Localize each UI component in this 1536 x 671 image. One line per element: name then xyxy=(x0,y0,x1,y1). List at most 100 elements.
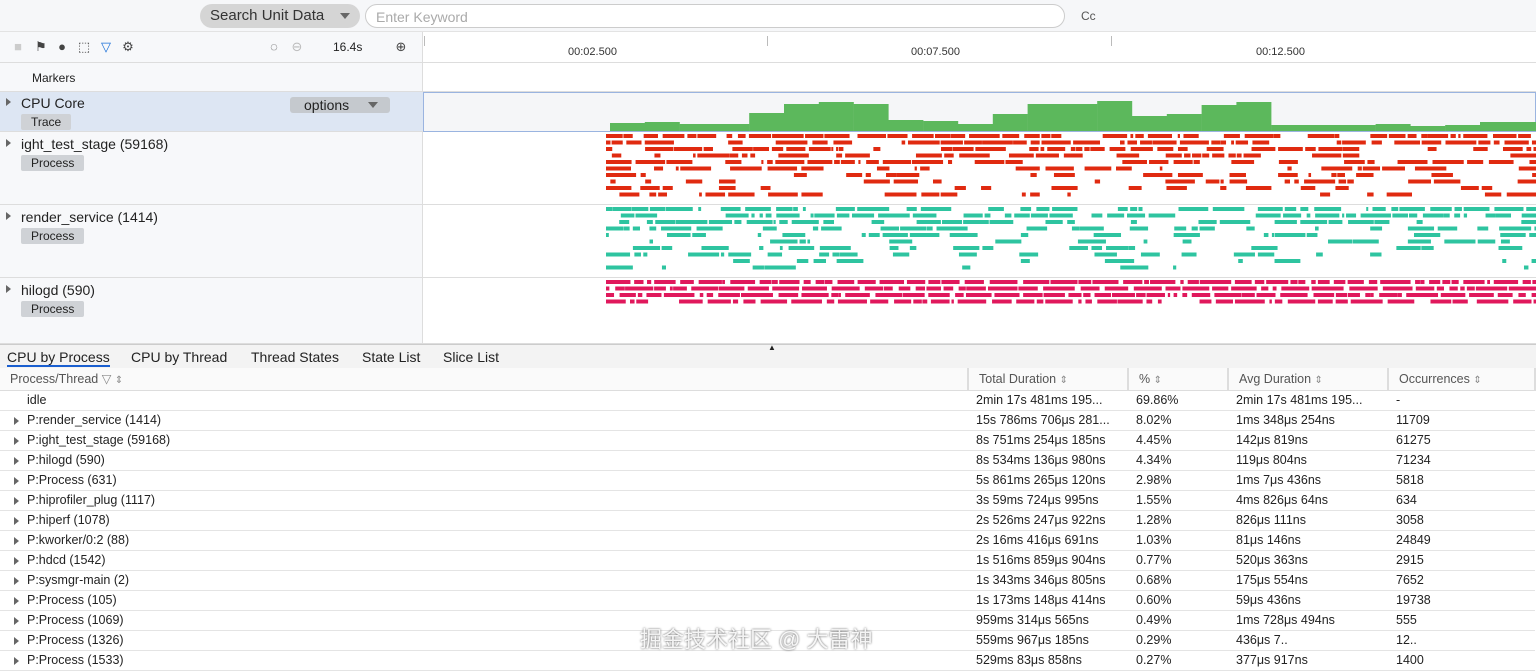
slice[interactable] xyxy=(1283,213,1302,218)
expand-icon[interactable] xyxy=(14,636,23,645)
slice[interactable] xyxy=(1050,280,1078,284)
slice[interactable] xyxy=(911,160,944,164)
slice[interactable] xyxy=(1241,293,1255,297)
slice[interactable] xyxy=(889,239,913,244)
slice[interactable] xyxy=(836,213,850,218)
slice[interactable] xyxy=(963,220,989,224)
slice[interactable] xyxy=(636,299,649,304)
slice[interactable] xyxy=(696,226,723,231)
slice[interactable] xyxy=(1233,252,1255,257)
slice[interactable] xyxy=(793,207,798,211)
slice[interactable] xyxy=(943,286,954,291)
slice[interactable] xyxy=(791,220,819,224)
globe-icon[interactable]: ● xyxy=(58,39,66,54)
slice[interactable] xyxy=(835,207,855,211)
slice[interactable] xyxy=(1029,147,1039,151)
slice[interactable] xyxy=(995,239,1022,244)
slice[interactable] xyxy=(1529,233,1536,237)
slice[interactable] xyxy=(732,147,753,151)
slice[interactable] xyxy=(1051,186,1078,190)
slice[interactable] xyxy=(906,280,926,284)
slice[interactable] xyxy=(915,286,926,291)
slice[interactable] xyxy=(949,233,978,237)
table-row[interactable]: P:hiperf (1078) 2s 526ms 247μs 922ns 1.28%… xyxy=(0,510,1535,531)
table-row[interactable]: P:Process (105) 1s 173ms 148μs 414ns 0.60%… xyxy=(0,590,1535,611)
slice[interactable] xyxy=(1236,153,1242,158)
keyword-input[interactable]: Enter Keyword xyxy=(365,4,1065,28)
slice[interactable] xyxy=(679,299,703,304)
slice[interactable] xyxy=(1414,166,1447,171)
time-ruler[interactable] xyxy=(423,32,1536,63)
slice[interactable] xyxy=(1092,280,1119,284)
slice[interactable] xyxy=(1321,166,1353,171)
table-row[interactable]: P:hiprofiler_plug (1117) 3s 59ms 724μs 99… xyxy=(0,490,1535,511)
slice[interactable] xyxy=(1500,239,1510,244)
slice[interactable] xyxy=(926,286,941,291)
slice[interactable] xyxy=(1211,140,1221,145)
slice[interactable] xyxy=(1157,299,1162,304)
slice[interactable] xyxy=(634,280,644,284)
slice[interactable] xyxy=(606,147,613,151)
slice[interactable] xyxy=(1312,153,1342,158)
slice[interactable] xyxy=(654,280,676,284)
slice[interactable] xyxy=(907,140,940,145)
slice[interactable] xyxy=(950,134,966,138)
slice[interactable] xyxy=(765,213,772,218)
slice[interactable] xyxy=(875,293,903,297)
slice[interactable] xyxy=(1020,259,1030,263)
slice[interactable] xyxy=(718,286,745,291)
slice[interactable] xyxy=(791,299,822,304)
slice[interactable] xyxy=(675,220,708,224)
slice[interactable] xyxy=(691,286,719,291)
slice[interactable] xyxy=(914,166,917,171)
slice[interactable] xyxy=(707,299,731,304)
slice[interactable] xyxy=(1344,160,1365,164)
slice[interactable] xyxy=(1220,140,1227,145)
slice[interactable] xyxy=(930,299,950,304)
expand-icon[interactable] xyxy=(14,576,23,585)
cpu-usage-bar[interactable] xyxy=(1097,101,1133,131)
slice[interactable] xyxy=(871,220,885,224)
table-row[interactable]: P:Process (631) 5s 861ms 265μs 120ns 2.98%… xyxy=(0,470,1535,491)
slice[interactable] xyxy=(760,186,771,190)
expand-icon[interactable] xyxy=(14,556,23,565)
slice[interactable] xyxy=(987,286,1018,291)
slice[interactable] xyxy=(1463,134,1488,138)
slice[interactable] xyxy=(1078,280,1092,284)
cpu-usage-bar[interactable] xyxy=(1445,125,1481,131)
slice[interactable] xyxy=(764,265,796,270)
slice[interactable] xyxy=(782,233,806,237)
slice[interactable] xyxy=(1397,160,1428,164)
slice[interactable] xyxy=(812,226,819,231)
slice[interactable] xyxy=(688,252,720,257)
slice[interactable] xyxy=(1442,280,1451,284)
cpu-usage-bar[interactable] xyxy=(714,124,750,131)
table-row[interactable]: idle 2min 17s 481ms 195... 69.86% 2min 17s … xyxy=(0,390,1535,411)
slice[interactable] xyxy=(1263,233,1269,237)
slice[interactable] xyxy=(1371,140,1382,145)
slice[interactable] xyxy=(1116,166,1132,171)
slice[interactable] xyxy=(1372,207,1386,211)
slice[interactable] xyxy=(1045,299,1073,304)
slice[interactable] xyxy=(606,299,626,304)
sort-icon[interactable]: ⇕ xyxy=(1153,374,1162,386)
slice[interactable] xyxy=(1140,140,1152,145)
slice[interactable] xyxy=(775,160,805,164)
cpu-usage-bar[interactable] xyxy=(818,102,854,131)
slice[interactable] xyxy=(1049,213,1073,218)
slice[interactable] xyxy=(1370,134,1388,138)
slice[interactable] xyxy=(940,147,953,151)
slice[interactable] xyxy=(837,299,867,304)
slice[interactable] xyxy=(647,280,652,284)
slice[interactable] xyxy=(759,213,763,218)
slice[interactable] xyxy=(1165,179,1195,184)
slice[interactable] xyxy=(863,179,890,184)
slice[interactable] xyxy=(1097,299,1117,304)
slice[interactable] xyxy=(1026,226,1048,231)
slice[interactable] xyxy=(743,299,756,304)
slice[interactable] xyxy=(1445,140,1477,145)
table-row[interactable]: P:ight_test_stage (59168) 8s 751ms 254μs … xyxy=(0,430,1535,451)
slice[interactable] xyxy=(1045,166,1074,171)
slice[interactable] xyxy=(1430,207,1452,211)
slice[interactable] xyxy=(1311,286,1344,291)
